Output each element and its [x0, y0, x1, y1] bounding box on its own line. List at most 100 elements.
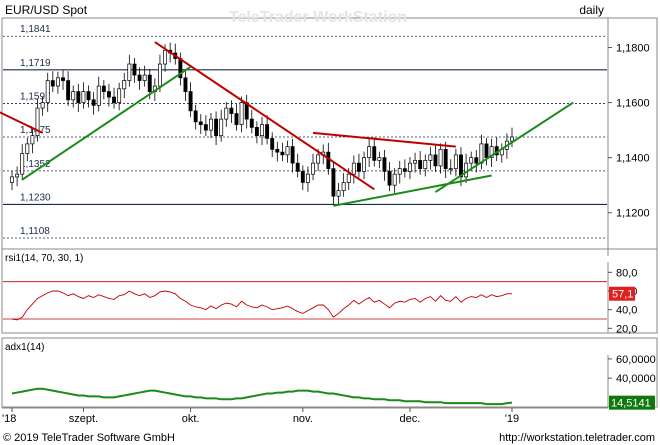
price-candle-body — [479, 143, 484, 164]
price-candle-body — [469, 157, 474, 164]
price-candle-body — [408, 162, 412, 172]
price-candle-body — [25, 143, 30, 154]
x-axis-label: '18 — [2, 413, 16, 425]
price-level-label: 1,1230 — [20, 192, 51, 203]
price-axis-label: 1,1600 — [616, 98, 650, 110]
copyright-text: © 2019 TeleTrader Software GmbH — [3, 432, 175, 444]
price-candle-body — [402, 168, 407, 172]
price-candle-body — [55, 77, 60, 87]
adx-panel-frame — [1, 337, 658, 408]
price-candle-body — [101, 85, 106, 92]
price-candle-body — [438, 149, 443, 167]
price-candle-body — [510, 136, 514, 142]
price-candle-body — [91, 99, 96, 106]
price-candle-body — [224, 107, 229, 120]
x-axis-label: nov. — [293, 413, 313, 425]
price-candle-body — [50, 80, 55, 87]
price-candle-body — [163, 49, 168, 65]
price-candle-body — [66, 80, 71, 101]
price-candle-body — [219, 118, 224, 136]
trendline-green — [21, 65, 192, 181]
price-candle-body — [214, 118, 219, 136]
price-candle-body — [71, 91, 76, 101]
price-candle-body — [413, 160, 418, 164]
symbol-title: EUR/USD Spot — [5, 3, 88, 17]
price-candle-body — [35, 107, 40, 136]
price-candle-body — [336, 190, 341, 197]
price-candle-body — [489, 146, 494, 158]
price-candle-body — [418, 160, 423, 170]
price-candle-body — [300, 171, 305, 183]
rsi-axis-label: 40,0 — [616, 305, 637, 317]
rsi-axis-label: 80,0 — [616, 267, 637, 279]
rsi-last-badge — [609, 286, 635, 301]
price-candle-body — [183, 77, 188, 92]
price-candle-body — [96, 85, 101, 106]
price-candle-body — [351, 162, 356, 175]
adx-axis-label: 40,0000 — [616, 373, 656, 385]
rsi-axis-label: 20,0 — [616, 323, 637, 335]
adx-title: adx1(14) — [5, 342, 44, 353]
price-candle-body — [203, 124, 208, 131]
trendline-red — [312, 131, 456, 148]
price-candle-body — [45, 80, 50, 103]
adx-last-badge — [609, 395, 655, 410]
price-candle-body — [40, 102, 45, 109]
rsi-last-value: 57,1 — [612, 289, 633, 301]
price-level-label: 1,1841 — [20, 24, 51, 35]
price-candle-body — [397, 168, 402, 175]
price-level-label: 1,1352 — [20, 159, 51, 170]
price-candle-body — [356, 162, 361, 172]
price-candle-body — [265, 124, 270, 139]
price-candle-body — [453, 154, 458, 170]
price-candle-body — [15, 173, 20, 178]
price-candle-body — [275, 149, 280, 153]
price-candle-body — [234, 113, 239, 125]
adx-series-line — [11, 387, 513, 406]
rsi-panel-frame — [1, 248, 658, 334]
price-candle-body — [484, 143, 489, 158]
price-candle-body — [188, 91, 193, 112]
period-label: daily — [579, 3, 604, 17]
price-candle-body — [132, 63, 137, 76]
x-axis-label: okt. — [182, 413, 200, 425]
trendline-red — [0, 111, 44, 134]
price-candle-body — [448, 168, 453, 171]
price-candle-body — [249, 118, 254, 128]
trendline-red — [154, 41, 375, 191]
price-candle-body — [122, 80, 127, 90]
source-url[interactable]: http://workstation.teletrader.com — [499, 432, 655, 444]
price-candle-body — [270, 138, 275, 150]
price-candle-body — [127, 63, 132, 81]
price-candle-body — [76, 91, 81, 103]
price-candle-body — [311, 162, 315, 175]
price-candle-body — [459, 154, 463, 178]
price-candle-body — [290, 146, 295, 164]
price-candle-body — [295, 162, 300, 172]
price-candle-body — [305, 173, 310, 183]
price-candle-body — [428, 154, 433, 161]
price-candle-body — [382, 157, 387, 172]
price-candle-body — [260, 124, 264, 136]
price-level-label: 1,1719 — [20, 58, 51, 69]
price-candle-body — [280, 151, 285, 156]
price-candle-body — [61, 77, 65, 81]
price-candle-body — [474, 157, 479, 164]
price-candle-body — [285, 146, 290, 156]
price-candle-body — [10, 176, 14, 183]
price-candle-body — [367, 146, 372, 158]
rsi-series-line — [11, 290, 513, 321]
price-level-label: 1,1108 — [20, 226, 50, 237]
x-axis-label: '19 — [505, 413, 519, 425]
price-candle-body — [387, 171, 392, 186]
price-candle-body — [30, 135, 35, 145]
price-candle-body — [112, 96, 116, 103]
price-candle-body — [86, 91, 91, 101]
price-candle-body — [254, 127, 259, 136]
price-candle-body — [341, 182, 346, 192]
price-candle-body — [464, 162, 469, 178]
price-candle-body — [239, 102, 244, 125]
price-candle-body — [137, 74, 142, 81]
price-candle-body — [81, 91, 86, 103]
price-candle-body — [20, 153, 25, 175]
